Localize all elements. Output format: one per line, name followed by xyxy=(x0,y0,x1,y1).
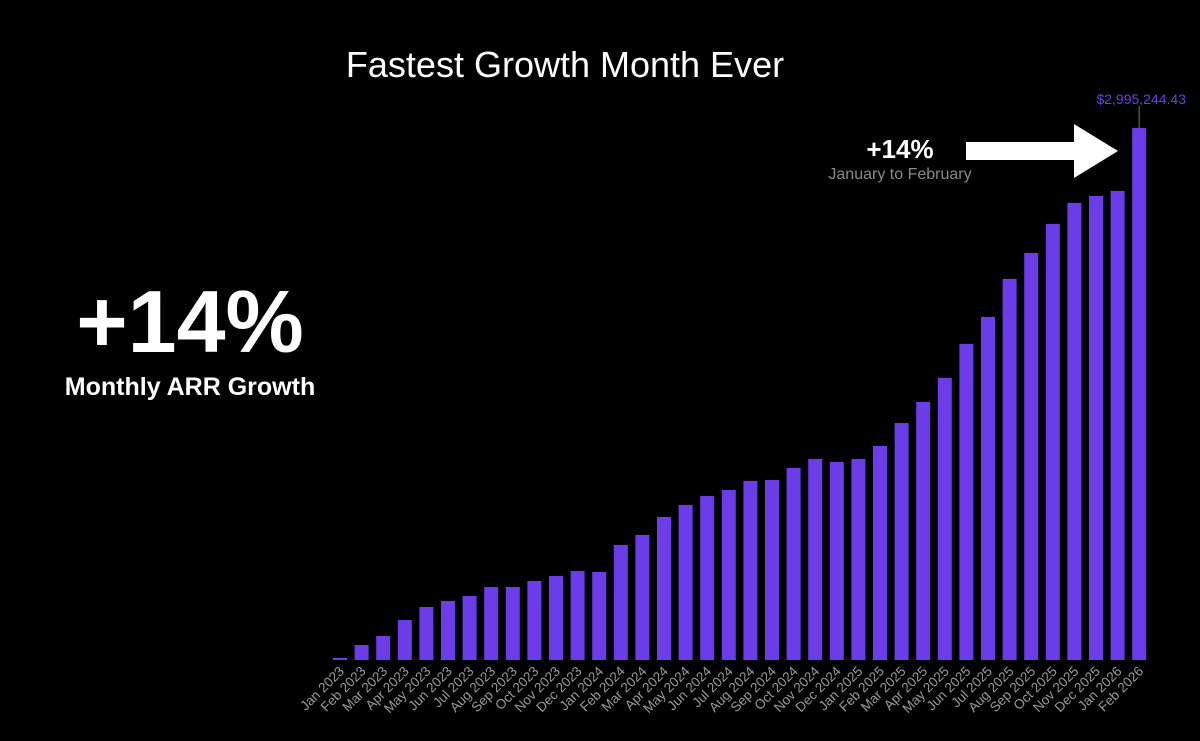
bar-nov-2024 xyxy=(808,458,823,660)
bar-jun-2025 xyxy=(959,343,974,660)
bar-jun-2024 xyxy=(700,495,715,660)
bar-apr-2025 xyxy=(916,401,931,660)
bar-nov-2025 xyxy=(1067,202,1082,660)
bar-feb-2025 xyxy=(873,445,887,660)
kpi-label: Monthly ARR Growth xyxy=(64,373,316,401)
bar-aug-2025 xyxy=(1002,278,1017,660)
chart-title: Fastest Growth Month Ever xyxy=(345,44,785,85)
bar-aug-2024 xyxy=(743,480,758,660)
annotation-value: +14% xyxy=(866,134,934,164)
bar-apr-2024 xyxy=(657,516,671,660)
bar-jul-2024 xyxy=(721,489,736,660)
bar-jan-2026 xyxy=(1110,190,1125,660)
bar-sep-2023 xyxy=(505,586,520,660)
bar-jul-2025 xyxy=(981,316,995,660)
bar-feb-2026 xyxy=(1132,128,1147,660)
annotation-subtitle: January to February xyxy=(828,166,972,183)
bar-mar-2023 xyxy=(376,635,391,660)
bar-jan-2023 xyxy=(333,657,347,660)
bar-sep-2025 xyxy=(1024,252,1039,660)
bar-apr-2023 xyxy=(397,619,412,660)
bar-may-2024 xyxy=(678,504,693,660)
bar-nov-2023 xyxy=(549,575,563,660)
bar-aug-2023 xyxy=(484,586,499,660)
bar-jan-2025 xyxy=(851,458,866,660)
bar-oct-2024 xyxy=(786,467,801,660)
bar-mar-2025 xyxy=(894,423,909,660)
bar-dec-2025 xyxy=(1089,195,1103,660)
bar-sep-2024 xyxy=(765,479,779,660)
bar-oct-2023 xyxy=(527,580,542,660)
bar-dec-2024 xyxy=(829,461,844,660)
bar-jun-2023 xyxy=(441,600,455,660)
bar-dec-2023 xyxy=(570,570,585,660)
bar-mar-2024 xyxy=(635,534,650,660)
bar-may-2025 xyxy=(937,377,952,660)
data-label: $2,995,244.43 xyxy=(1096,91,1186,107)
bar-jan-2024 xyxy=(592,571,607,660)
bar-feb-2023 xyxy=(354,644,369,660)
bar-feb-2024 xyxy=(613,544,628,660)
kpi-value: +14% xyxy=(76,272,304,371)
bar-oct-2025 xyxy=(1045,223,1060,660)
bar-may-2023 xyxy=(419,606,434,660)
right-arrow-icon xyxy=(966,124,1118,178)
bar-jul-2023 xyxy=(462,595,477,660)
